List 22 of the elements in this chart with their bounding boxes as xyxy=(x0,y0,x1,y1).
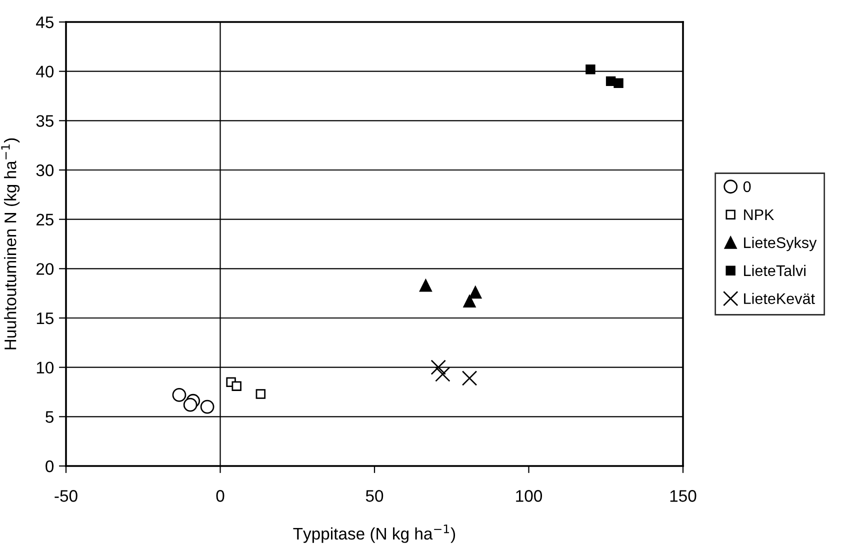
x-tick-label: 150 xyxy=(670,490,696,502)
y-tick-label: 30 xyxy=(36,164,54,176)
x-tick-label: -50 xyxy=(54,490,78,502)
y-tick-label: 45 xyxy=(36,16,54,28)
y-tick-label: 25 xyxy=(36,214,54,226)
y-tick-label: 5 xyxy=(46,411,54,423)
y-tick-label: 10 xyxy=(36,362,54,374)
legend-label: LieteSyksy xyxy=(744,236,817,252)
y-tick-label: 40 xyxy=(36,66,54,78)
y-axis-title: Huuhtoutuminen N (kg ha$^{−1}$) xyxy=(1,138,20,350)
y-tick-label: 0 xyxy=(46,460,54,472)
x-tick-label: 100 xyxy=(516,490,542,502)
legend-label: LieteTalvi xyxy=(744,264,806,276)
x-axis-title: Typpitase (N kg ha$^{−1}$) xyxy=(293,524,456,543)
y-tick-label: 35 xyxy=(36,115,54,127)
legend-label: 0 xyxy=(743,181,751,192)
legend-label: LieteKevät xyxy=(744,292,815,304)
x-tick-label: 0 xyxy=(216,490,224,502)
y-tick-label: 20 xyxy=(36,263,54,275)
legend-label: NPK xyxy=(744,209,774,220)
y-tick-label: 15 xyxy=(36,312,54,324)
x-tick-label: 50 xyxy=(366,490,384,502)
